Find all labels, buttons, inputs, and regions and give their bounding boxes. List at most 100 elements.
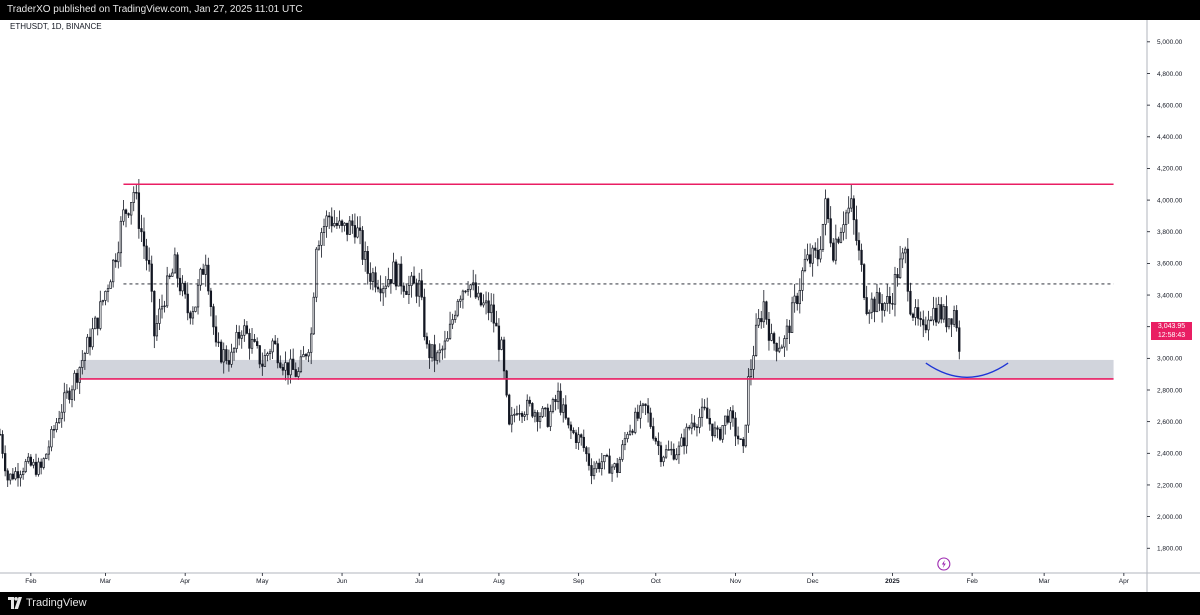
candle-down xyxy=(731,410,735,419)
candle-up xyxy=(780,346,783,349)
candle-up xyxy=(577,434,580,443)
x-tick-label: Jun xyxy=(337,578,348,585)
candle-up xyxy=(163,305,166,308)
candle-up xyxy=(289,358,292,376)
y-tick-label: 2,200.00 xyxy=(1157,482,1183,489)
candle-up xyxy=(191,311,195,319)
candle-up xyxy=(721,425,724,440)
candle-up xyxy=(454,314,457,320)
candle-up xyxy=(266,353,269,356)
reversal-arc xyxy=(925,362,1009,378)
candle-up xyxy=(482,302,485,306)
candle-up xyxy=(952,310,956,325)
candle-up xyxy=(55,422,58,430)
candle-down xyxy=(88,336,92,348)
candle-up xyxy=(222,349,225,363)
candle-up xyxy=(106,288,110,292)
candle-down xyxy=(135,191,138,194)
candle-up xyxy=(634,411,637,433)
candle-down xyxy=(657,440,660,447)
candle-up xyxy=(19,474,22,479)
candle-down xyxy=(880,303,884,311)
chart-frame[interactable]: 1,800.00 2,000.00 2,200.00 2,400.00 2,600.00… xyxy=(0,20,1200,592)
candle-down xyxy=(124,209,128,214)
candle-up xyxy=(446,338,449,342)
candle-down xyxy=(142,231,146,247)
candle-down xyxy=(212,306,215,328)
candle-up xyxy=(230,351,233,365)
candle-down xyxy=(924,324,927,331)
candle-up xyxy=(132,191,135,203)
candle-down xyxy=(369,273,372,282)
candle-down xyxy=(374,272,377,288)
candle-down xyxy=(428,343,431,359)
candle-up xyxy=(333,222,336,227)
candle-up xyxy=(562,404,565,413)
candle-down xyxy=(945,306,948,328)
candle-up xyxy=(806,254,809,260)
x-tick-label: Aug xyxy=(493,578,505,585)
candle-up xyxy=(667,449,670,451)
candle-up xyxy=(119,220,123,254)
candle-up xyxy=(160,305,164,310)
candle-up xyxy=(45,453,48,460)
candle-down xyxy=(646,405,650,414)
candle-up xyxy=(173,254,177,274)
candle-up xyxy=(317,244,321,250)
candle-down xyxy=(487,300,490,314)
candle-up xyxy=(91,328,94,348)
candle-up xyxy=(448,323,452,339)
support-zone xyxy=(79,359,1114,379)
x-tick-label: Feb xyxy=(25,578,37,585)
candle-down xyxy=(958,327,961,352)
last-price: 3,043.95 xyxy=(1157,323,1186,330)
candle-up xyxy=(271,340,274,353)
candle-down xyxy=(184,282,187,295)
candle-up xyxy=(932,307,935,321)
candle-down xyxy=(716,427,719,430)
candle-up xyxy=(14,471,17,480)
candle-up xyxy=(942,306,945,320)
candle-down xyxy=(140,228,143,233)
candle-down xyxy=(862,264,866,298)
candle-up xyxy=(618,459,621,473)
candle-down xyxy=(16,471,20,479)
candle-down xyxy=(214,326,218,343)
candle-up xyxy=(803,258,807,272)
candle-down xyxy=(294,369,297,377)
candle-up xyxy=(117,252,120,263)
candle-down xyxy=(688,426,691,429)
y-tick-label: 4,200.00 xyxy=(1157,166,1183,173)
candle-up xyxy=(27,456,30,462)
candle-down xyxy=(464,290,467,293)
candle-down xyxy=(474,282,477,298)
y-tick-label: 2,800.00 xyxy=(1157,387,1183,394)
candle-up xyxy=(387,279,390,287)
candle-down xyxy=(950,318,953,325)
candle-down xyxy=(582,436,585,449)
candle-down xyxy=(536,412,539,422)
candle-down xyxy=(225,349,228,361)
candle-up xyxy=(348,220,351,235)
candle-down xyxy=(734,417,737,437)
candle-up xyxy=(847,207,850,214)
candle-up xyxy=(112,259,115,283)
candle-down xyxy=(528,399,531,404)
candle-down xyxy=(178,277,182,292)
candle-down xyxy=(891,303,894,305)
tradingview-footer: TradingView xyxy=(0,592,1200,615)
candle-down xyxy=(150,263,153,292)
candle-down xyxy=(909,290,912,315)
candle-up xyxy=(821,223,825,250)
candle-down xyxy=(775,342,778,352)
candle-up xyxy=(60,411,63,420)
candle-up xyxy=(194,306,197,312)
y-tick-label: 4,000.00 xyxy=(1157,197,1183,204)
candle-up xyxy=(875,292,879,313)
candle-down xyxy=(711,423,714,437)
candle-up xyxy=(312,296,315,335)
candle-down xyxy=(495,322,498,327)
candle-down xyxy=(361,230,364,260)
price-chart[interactable]: 1,800.00 2,000.00 2,200.00 2,400.00 2,600.00… xyxy=(0,20,1200,592)
candle-down xyxy=(659,445,663,463)
